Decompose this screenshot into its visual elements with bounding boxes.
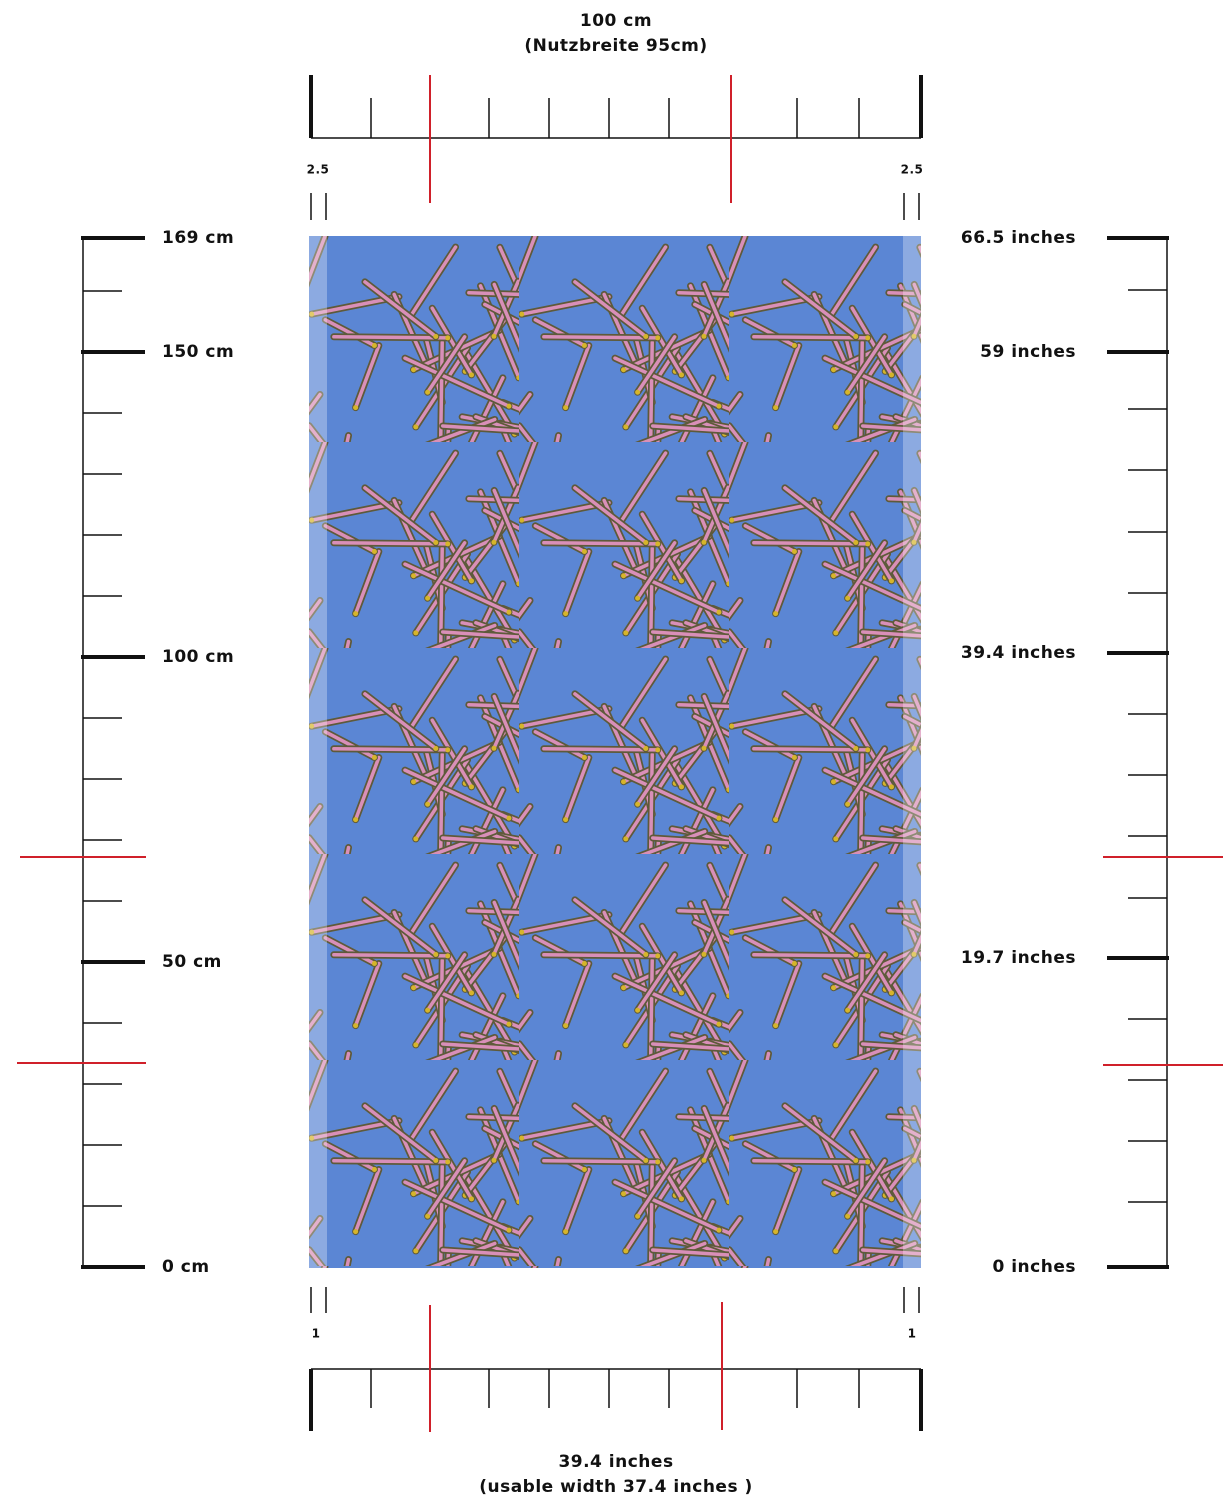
right-label: 66.5 inches [961,228,1076,248]
right-label: 39.4 inches [961,643,1076,663]
right-label: 0 inches [992,1257,1076,1277]
left-label: 169 cm [162,228,234,248]
left-label: 0 cm [162,1257,210,1277]
margin-label: 2.5 [901,163,924,177]
fabric-pattern [309,236,921,1268]
left-label: 100 cm [162,647,234,667]
rulers: 169 cm 150 cm 100 cm 50 cm 0 cm 66.5 inches 59… [17,75,1223,1432]
margin-overlay [903,236,921,1268]
top-title: 100 cm [580,11,652,31]
left-label: 150 cm [162,342,234,362]
margin-label: 1 [908,1327,917,1341]
margin-label: 2.5 [307,163,330,177]
right-label: 59 inches [980,342,1076,362]
top-subtitle: (Nutzbreite 95cm) [524,36,707,56]
right-label: 19.7 inches [961,948,1076,968]
bottom-subtitle: (usable width 37.4 inches ) [479,1477,753,1497]
left-label: 50 cm [162,952,222,972]
margin-label: 1 [312,1327,321,1341]
bottom-title: 39.4 inches [558,1452,673,1472]
margin-overlay [309,236,327,1268]
